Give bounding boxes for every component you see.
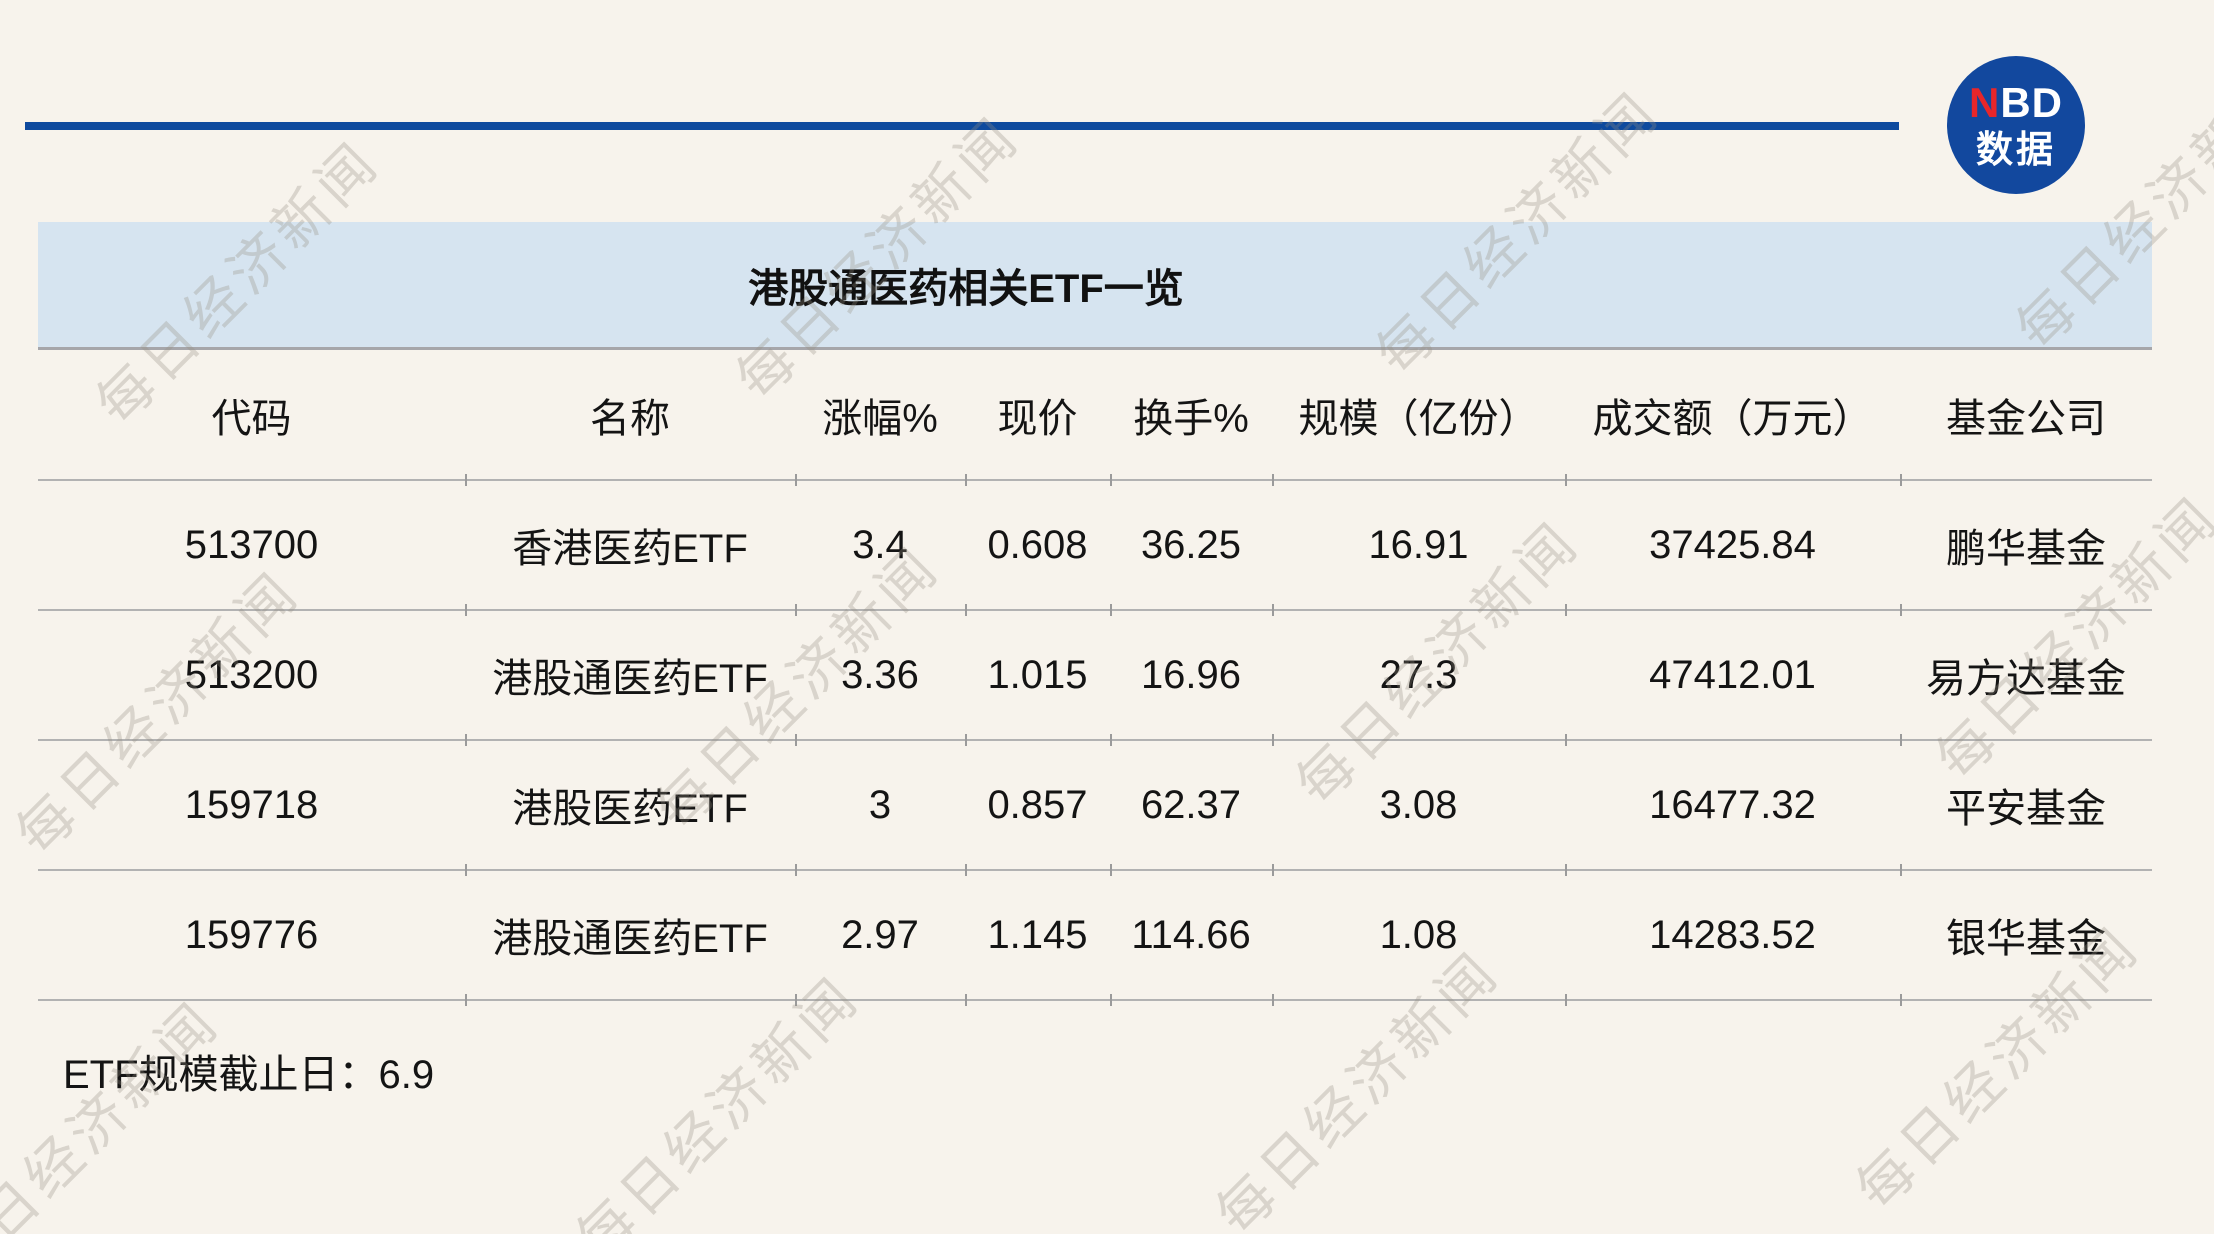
column-header-2: 涨幅%: [822, 396, 938, 441]
table-cell: 港股通医药ETF: [465, 609, 795, 740]
watermark-text: 每日经济新闻: [0, 989, 232, 1234]
column-header-5: 规模（亿份）: [1298, 396, 1539, 441]
table-cell: 3: [795, 739, 965, 870]
cell-border-tick: [1272, 864, 1274, 876]
cell-border-tick: [965, 864, 967, 876]
table-title: 港股通医药相关ETF一览: [748, 266, 1184, 311]
cell-border-tick: [1110, 864, 1112, 876]
etf-table: 代码 名称 涨幅% 现价 换手% 规模（亿份） 成交额（万元） 基金公司 513700 香港医药…: [38, 350, 2152, 1001]
table-cell: 港股医药ETF: [465, 739, 795, 870]
cell-border-tick: [1272, 604, 1274, 616]
table-cell: 鹏华基金: [1900, 479, 2152, 610]
table-cell: 港股通医药ETF: [465, 869, 795, 1001]
cell-border-tick: [1272, 994, 1274, 1006]
cell-border-tick: [795, 604, 797, 616]
cell-border-tick: [795, 864, 797, 876]
cell-border-tick: [1900, 994, 1902, 1006]
nbd-logo: NBD 数据: [1947, 56, 2085, 194]
cell-border-tick: [1900, 474, 1902, 486]
nbd-logo-text: NBD: [1969, 82, 2063, 124]
table-cell: 平安基金: [1900, 739, 2152, 870]
cell-border-tick: [1272, 474, 1274, 486]
column-header-0: 代码: [211, 396, 292, 441]
cell-border-tick: [1565, 994, 1567, 1006]
cell-border-tick: [1565, 734, 1567, 746]
table-cell: 2.97: [795, 869, 965, 1001]
table-cell: 1.08: [1272, 869, 1565, 1001]
table-cell: 36.25: [1110, 479, 1272, 610]
table-cell: 香港医药ETF: [465, 479, 795, 610]
table-cell: 易方达基金: [1900, 609, 2152, 740]
cell-border-tick: [465, 474, 467, 486]
cell-border-tick: [465, 734, 467, 746]
cell-border-tick: [1900, 864, 1902, 876]
column-header-4: 换手%: [1133, 396, 1249, 441]
table-cell: 银华基金: [1900, 869, 2152, 1001]
cell-border-tick: [1110, 604, 1112, 616]
table-cell: 3.36: [795, 609, 965, 740]
cell-border-tick: [965, 734, 967, 746]
table-cell: 14283.52: [1565, 869, 1900, 1001]
cell-border-tick: [1565, 604, 1567, 616]
header-rule: [25, 122, 1899, 130]
table-cell: 159776: [38, 869, 465, 1001]
table-cell: 37425.84: [1565, 479, 1900, 610]
cell-border-tick: [795, 474, 797, 486]
table-cell: 159718: [38, 739, 465, 870]
nbd-logo-letter-n: N: [1968, 79, 2001, 126]
table-row: 159718 港股医药ETF 3 0.857 62.37 3.08 16477.32 平安基金: [38, 739, 2152, 870]
column-header-6: 成交额（万元）: [1592, 396, 1873, 441]
table-row: 159776 港股通医药ETF 2.97 1.145 114.66 1.08 14283.5…: [38, 869, 2152, 1001]
table-row: 513200 港股通医药ETF 3.36 1.015 16.96 27.3 47412.01…: [38, 609, 2152, 740]
cell-border-tick: [1565, 864, 1567, 876]
cell-border-tick: [965, 994, 967, 1006]
cell-border-tick: [1565, 474, 1567, 486]
table-row: 513700 香港医药ETF 3.4 0.608 36.25 16.91 37425.84 鹏…: [38, 479, 2152, 610]
cell-border-tick: [1272, 734, 1274, 746]
table-cell: 47412.01: [1565, 609, 1900, 740]
cell-border-tick: [1110, 734, 1112, 746]
cell-border-tick: [465, 864, 467, 876]
nbd-logo-subtitle: 数据: [1976, 129, 2056, 170]
footnote: ETF规模截止日：6.9: [63, 1053, 435, 1097]
table-cell: 16.91: [1272, 479, 1565, 610]
table-cell: 513700: [38, 479, 465, 610]
cell-border-tick: [1110, 474, 1112, 486]
table-cell: 0.857: [965, 739, 1110, 870]
cell-border-tick: [465, 604, 467, 616]
cell-border-tick: [965, 474, 967, 486]
cell-border-tick: [1110, 994, 1112, 1006]
cell-border-tick: [1900, 734, 1902, 746]
table-cell: 1.145: [965, 869, 1110, 1001]
table-cell: 16.96: [1110, 609, 1272, 740]
table-cell: 513200: [38, 609, 465, 740]
table-cell: 0.608: [965, 479, 1110, 610]
table-title-bar: 港股通医药相关ETF一览: [38, 222, 2152, 350]
nbd-logo-letters-bd: BD: [2000, 79, 2063, 126]
cell-border-tick: [795, 734, 797, 746]
table-cell: 16477.32: [1565, 739, 1900, 870]
column-header-3: 现价: [997, 396, 1078, 441]
table-cell: 3.4: [795, 479, 965, 610]
cell-border-tick: [795, 994, 797, 1006]
column-header-1: 名称: [590, 396, 670, 441]
column-header-7: 基金公司: [1946, 396, 2106, 441]
cell-border-tick: [965, 604, 967, 616]
cell-border-tick: [1900, 604, 1902, 616]
table-cell: 62.37: [1110, 739, 1272, 870]
table-header-row: 代码 名称 涨幅% 现价 换手% 规模（亿份） 成交额（万元） 基金公司: [38, 350, 2152, 480]
table-cell: 3.08: [1272, 739, 1565, 870]
table-cell: 114.66: [1110, 869, 1272, 1001]
cell-border-tick: [465, 994, 467, 1006]
table-cell: 1.015: [965, 609, 1110, 740]
etf-table-panel: 港股通医药相关ETF一览 代码 名称 涨幅% 现价 换手% 规模（亿份） 成交额（万元） 基金…: [38, 222, 2152, 1001]
table-cell: 27.3: [1272, 609, 1565, 740]
